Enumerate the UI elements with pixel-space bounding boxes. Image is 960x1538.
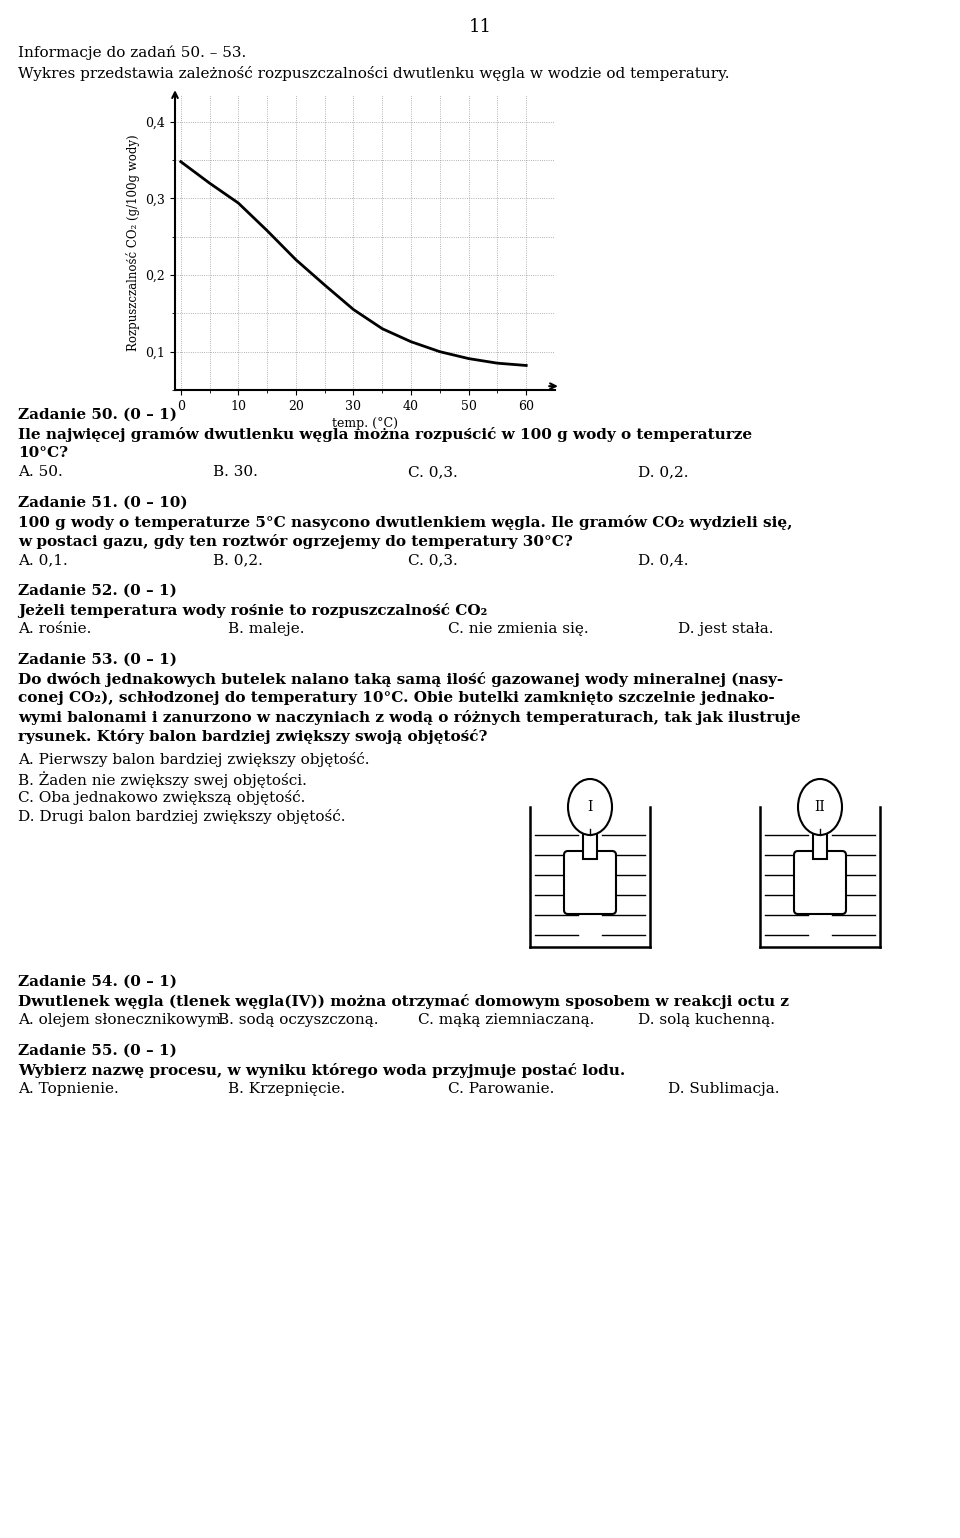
Text: wymi balonami i zanurzono w naczyniach z wodą o różnych temperaturach, tak jak i: wymi balonami i zanurzono w naczyniach z… <box>18 711 801 724</box>
Bar <box>583 829 597 860</box>
Text: II: II <box>815 800 826 814</box>
Text: 11: 11 <box>468 18 492 35</box>
Text: Wybierz nazwę procesu, w wyniku którego woda przyjmuje postać lodu.: Wybierz nazwę procesu, w wyniku którego … <box>18 1063 625 1078</box>
Text: C. Parowanie.: C. Parowanie. <box>448 1083 554 1097</box>
Text: 10°C?: 10°C? <box>18 446 68 460</box>
Text: Zadanie 53. (0 – 1): Zadanie 53. (0 – 1) <box>18 654 177 667</box>
Text: B. sodą oczyszczoną.: B. sodą oczyszczoną. <box>218 1014 378 1027</box>
Text: Zadanie 50. (0 – 1): Zadanie 50. (0 – 1) <box>18 408 177 421</box>
Text: conej CO₂), schłodzonej do temperatury 10°C. Obie butelki zamknięto szczelnie je: conej CO₂), schłodzonej do temperatury 1… <box>18 691 775 706</box>
Text: B. 0,2.: B. 0,2. <box>213 554 263 568</box>
Text: Wykres przedstawia zależność rozpuszczalności dwutlenku węgla w wodzie od temper: Wykres przedstawia zależność rozpuszczal… <box>18 66 730 82</box>
Text: A. rośnie.: A. rośnie. <box>18 621 91 637</box>
Text: D. 0,2.: D. 0,2. <box>638 464 688 478</box>
Text: C. nie zmienia się.: C. nie zmienia się. <box>448 621 588 637</box>
Text: A. olejem słonecznikowym.: A. olejem słonecznikowym. <box>18 1014 226 1027</box>
Text: B. 30.: B. 30. <box>213 464 258 478</box>
Text: A. Topnienie.: A. Topnienie. <box>18 1083 119 1097</box>
Text: 100 g wody o temperaturze 5°C nasycono dwutlenkiem węgla. Ile gramów CO₂ wydziel: 100 g wody o temperaturze 5°C nasycono d… <box>18 515 793 531</box>
Text: A. 50.: A. 50. <box>18 464 62 478</box>
Text: D. jest stała.: D. jest stała. <box>678 621 774 637</box>
Text: D. Drugi balon bardziej zwiększy objętość.: D. Drugi balon bardziej zwiększy objętoś… <box>18 809 346 824</box>
X-axis label: temp. (°C): temp. (°C) <box>332 417 398 431</box>
Text: Do dwóch jednakowych butelek nalano taką samą ilość gazowanej wody mineralnej (n: Do dwóch jednakowych butelek nalano taką… <box>18 672 783 687</box>
Text: Dwutlenek węgla (tlenek węgla(IV)) można otrzymać domowym sposobem w reakcji oct: Dwutlenek węgla (tlenek węgla(IV)) można… <box>18 994 789 1009</box>
FancyBboxPatch shape <box>794 851 846 914</box>
Bar <box>813 829 827 860</box>
Text: A. 0,1.: A. 0,1. <box>18 554 68 568</box>
FancyBboxPatch shape <box>564 851 616 914</box>
Ellipse shape <box>798 780 842 835</box>
Text: D. 0,4.: D. 0,4. <box>638 554 688 568</box>
Text: Zadanie 51. (0 – 10): Zadanie 51. (0 – 10) <box>18 495 187 511</box>
Text: C. 0,3.: C. 0,3. <box>408 554 458 568</box>
Y-axis label: Rozpuszczalność CO₂ (g/100g wody): Rozpuszczalność CO₂ (g/100g wody) <box>126 134 140 351</box>
Text: D. solą kuchenną.: D. solą kuchenną. <box>638 1014 775 1027</box>
Ellipse shape <box>568 780 612 835</box>
Text: C. 0,3.: C. 0,3. <box>408 464 458 478</box>
Text: I: I <box>588 800 592 814</box>
Text: B. Żaden nie zwiększy swej objętości.: B. Żaden nie zwiększy swej objętości. <box>18 771 307 787</box>
Text: Zadanie 55. (0 – 1): Zadanie 55. (0 – 1) <box>18 1044 177 1058</box>
Text: Zadanie 52. (0 – 1): Zadanie 52. (0 – 1) <box>18 584 177 598</box>
Text: Informacje do zadań 50. – 53.: Informacje do zadań 50. – 53. <box>18 46 247 60</box>
Text: C. Oba jednakowo zwiększą objętość.: C. Oba jednakowo zwiększą objętość. <box>18 791 305 804</box>
Text: 20°C: 20°C <box>571 871 609 884</box>
Text: 70°C: 70°C <box>802 871 839 884</box>
Text: C. mąką ziemniaczaną.: C. mąką ziemniaczaną. <box>418 1014 594 1027</box>
Text: Zadanie 54. (0 – 1): Zadanie 54. (0 – 1) <box>18 975 177 989</box>
Text: Ile najwięcej gramów dwutlenku węgla można rozpuścić w 100 g wody o temperaturze: Ile najwięcej gramów dwutlenku węgla moż… <box>18 428 752 441</box>
Text: B. Krzepnięcie.: B. Krzepnięcie. <box>228 1083 346 1097</box>
Text: D. Sublimacja.: D. Sublimacja. <box>668 1083 780 1097</box>
Text: rysunek. Który balon bardziej zwiększy swoją objętość?: rysunek. Który balon bardziej zwiększy s… <box>18 729 488 744</box>
Text: Jeżeli temperatura wody rośnie to rozpuszczalność CO₂: Jeżeli temperatura wody rośnie to rozpus… <box>18 603 488 618</box>
Text: A. Pierwszy balon bardziej zwiększy objętość.: A. Pierwszy balon bardziej zwiększy obję… <box>18 752 370 767</box>
Text: B. maleje.: B. maleje. <box>228 621 304 637</box>
Text: w postaci gazu, gdy ten roztwór ogrzejemy do temperatury 30°C?: w postaci gazu, gdy ten roztwór ogrzejem… <box>18 534 573 549</box>
